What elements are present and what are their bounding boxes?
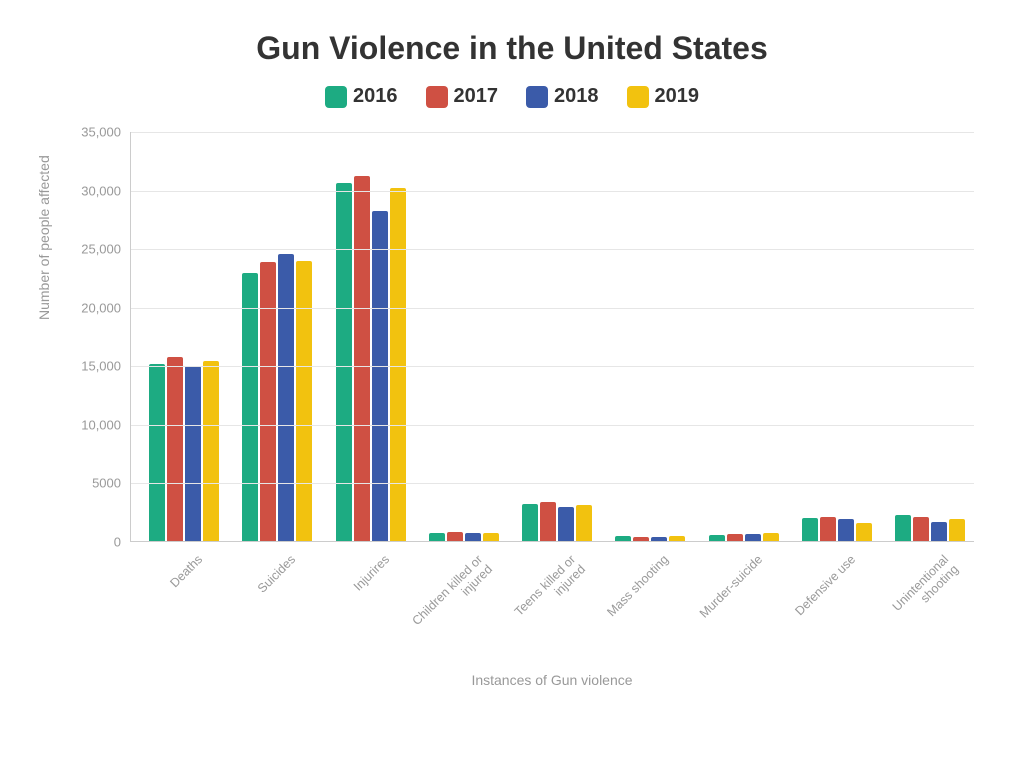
bar xyxy=(447,532,463,541)
bar xyxy=(651,537,667,541)
gridline xyxy=(131,132,974,133)
x-tick-label: Unintentional shooting xyxy=(856,545,961,650)
x-tick-label: Murder-suicide xyxy=(689,545,765,621)
chart-title: Gun Violence in the United States xyxy=(30,30,994,67)
gridline xyxy=(131,308,974,309)
bar xyxy=(522,504,538,541)
x-tick-label: Children killed or injured xyxy=(390,545,495,650)
category-group: Children killed or injured xyxy=(429,532,499,541)
bar xyxy=(633,537,649,541)
bar xyxy=(949,519,965,541)
bar xyxy=(820,517,836,541)
bar xyxy=(558,507,574,541)
bar xyxy=(278,254,294,541)
bar xyxy=(354,176,370,541)
bar xyxy=(465,533,481,541)
y-tick-label: 25,000 xyxy=(81,242,131,257)
y-tick-label: 20,000 xyxy=(81,300,131,315)
legend-label: 2018 xyxy=(554,85,599,108)
bar xyxy=(745,534,761,541)
bar xyxy=(203,361,219,541)
x-tick-label: Teens killed or injured xyxy=(483,545,588,650)
bar xyxy=(185,366,201,541)
bar xyxy=(336,183,352,541)
bar xyxy=(242,273,258,541)
category-group: Injurires xyxy=(336,176,406,541)
bar xyxy=(260,262,276,541)
legend-swatch xyxy=(426,86,448,108)
y-tick-label: 5000 xyxy=(92,476,131,491)
x-tick-label: Deaths xyxy=(160,545,205,590)
y-tick-label: 15,000 xyxy=(81,359,131,374)
x-tick-label: Mass shooting xyxy=(597,545,671,619)
legend-swatch xyxy=(627,86,649,108)
category-group: Suicides xyxy=(242,254,312,541)
category-group: Unintentional shooting xyxy=(895,515,965,541)
legend-label: 2019 xyxy=(655,85,700,108)
bar xyxy=(540,502,556,541)
legend: 2016 2017 2018 2019 xyxy=(30,85,994,108)
bar xyxy=(576,505,592,541)
bar xyxy=(802,518,818,541)
bar xyxy=(856,523,872,541)
gridline xyxy=(131,366,974,367)
bar xyxy=(838,519,854,541)
bar xyxy=(913,517,929,541)
category-group: Mass shooting xyxy=(615,536,685,541)
bar xyxy=(296,261,312,541)
bar xyxy=(429,533,445,541)
bar xyxy=(931,522,947,541)
bar xyxy=(669,536,685,541)
y-tick-label: 0 xyxy=(114,535,131,550)
y-tick-label: 30,000 xyxy=(81,183,131,198)
gridline xyxy=(131,425,974,426)
category-group: Teens killed or injured xyxy=(522,502,592,541)
x-tick-label: Injurires xyxy=(343,545,392,594)
legend-swatch xyxy=(526,86,548,108)
chart-container: Gun Violence in the United States 201620… xyxy=(0,0,1024,764)
bar xyxy=(167,357,183,541)
category-group: Deaths xyxy=(149,357,219,541)
y-axis-title: Number of people affected xyxy=(36,155,52,320)
category-group: Murder-suicide xyxy=(709,533,779,541)
x-axis-title: Instances of Gun violence xyxy=(130,672,974,688)
bar xyxy=(372,211,388,541)
bar xyxy=(727,534,743,541)
bar xyxy=(709,535,725,541)
gridline xyxy=(131,249,974,250)
legend-swatch xyxy=(325,86,347,108)
gridline xyxy=(131,191,974,192)
y-tick-label: 10,000 xyxy=(81,417,131,432)
legend-item-2017: 2017 xyxy=(426,85,499,108)
category-group: Defensive use xyxy=(802,517,872,541)
bar xyxy=(763,533,779,541)
legend-item-2018: 2018 xyxy=(526,85,599,108)
x-tick-label: Suicides xyxy=(248,545,299,596)
bar xyxy=(149,364,165,541)
legend-label: 2016 xyxy=(353,85,398,108)
gridline xyxy=(131,483,974,484)
bar xyxy=(390,188,406,541)
legend-item-2016: 2016 xyxy=(325,85,398,108)
legend-label: 2017 xyxy=(454,85,499,108)
bar xyxy=(615,536,631,541)
plot-area: Deaths Suicides Injurires Children killed o… xyxy=(130,132,974,542)
bar xyxy=(483,533,499,541)
bar xyxy=(895,515,911,541)
bars-layer: Deaths Suicides Injurires Children killed o… xyxy=(131,132,974,541)
legend-item-2019: 2019 xyxy=(627,85,700,108)
y-tick-label: 35,000 xyxy=(81,125,131,140)
x-tick-label: Defensive use xyxy=(785,545,858,618)
